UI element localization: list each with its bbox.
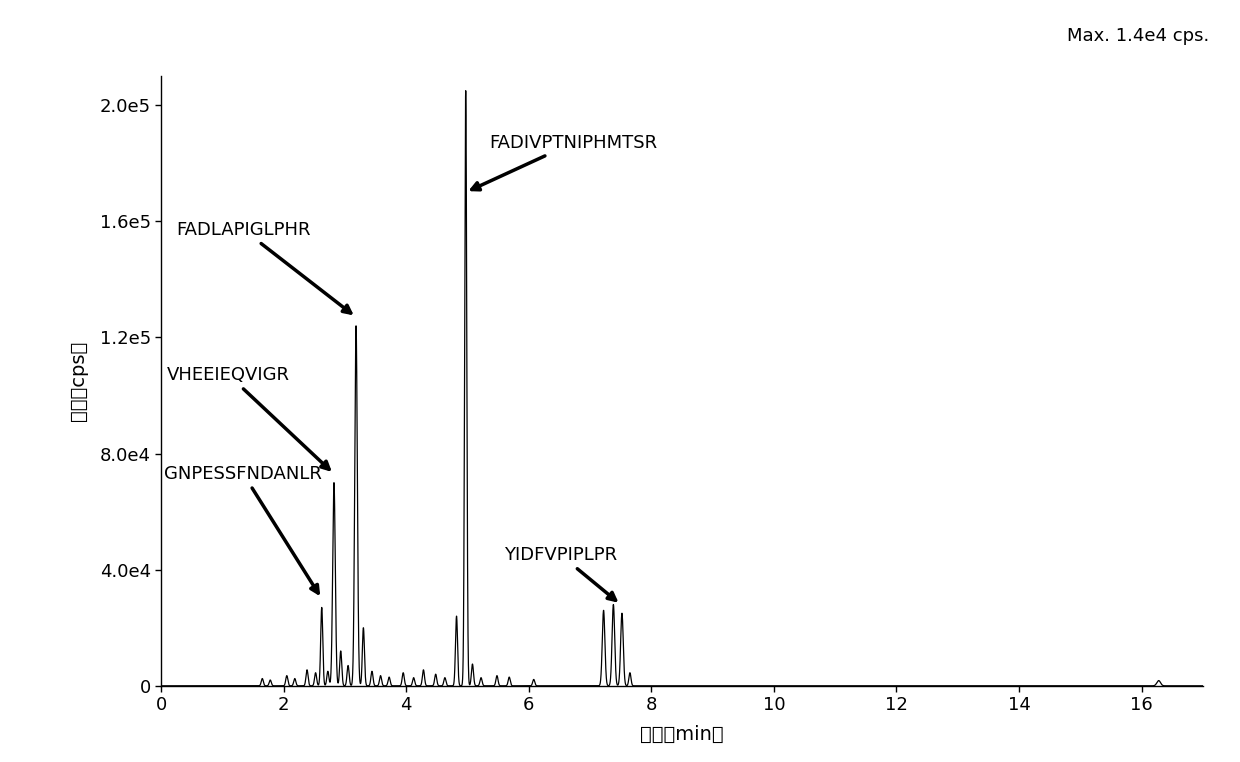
Text: VHEEIEQVIGR: VHEEIEQVIGR xyxy=(167,367,329,469)
Text: FADIVPTNIPHMTSR: FADIVPTNIPHMTSR xyxy=(471,134,657,190)
Y-axis label: 响应（cps）: 响应（cps） xyxy=(69,341,88,421)
Text: YIDFVPIPLPR: YIDFVPIPLPR xyxy=(505,546,618,600)
Text: GNPESSFNDANLR: GNPESSFNDANLR xyxy=(164,465,322,593)
X-axis label: 时间（min）: 时间（min） xyxy=(640,725,724,744)
Text: Max. 1.4e4 cps.: Max. 1.4e4 cps. xyxy=(1066,27,1209,45)
Text: FADLAPIGLPHR: FADLAPIGLPHR xyxy=(176,221,351,313)
